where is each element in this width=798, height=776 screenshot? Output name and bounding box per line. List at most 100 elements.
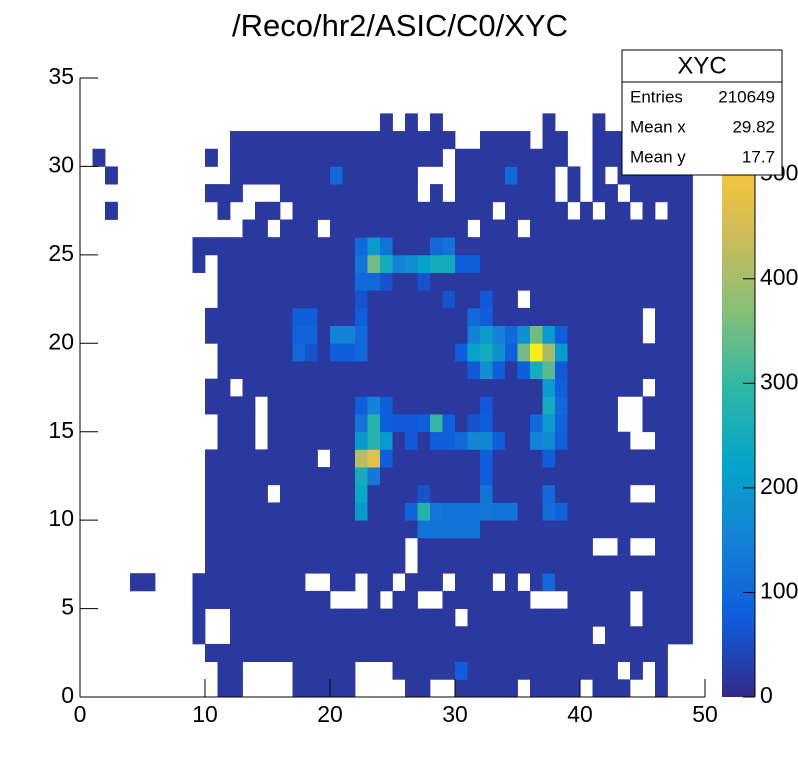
cell <box>568 131 581 149</box>
cell <box>580 643 593 663</box>
cell <box>430 166 443 184</box>
cell <box>80 273 93 291</box>
cell <box>430 626 443 645</box>
cell <box>480 608 493 627</box>
cell <box>405 679 418 698</box>
cell <box>380 414 393 433</box>
cell <box>392 272 406 291</box>
cell <box>80 538 93 556</box>
cell <box>517 414 531 433</box>
cell <box>93 609 106 627</box>
cell <box>342 467 356 486</box>
cell <box>155 96 168 114</box>
cell <box>568 78 581 96</box>
cell <box>367 166 381 185</box>
cell <box>93 290 106 308</box>
cell <box>155 290 168 308</box>
cell <box>193 308 206 326</box>
cell <box>655 396 668 415</box>
cell <box>180 184 193 202</box>
cell <box>567 396 581 415</box>
cell <box>305 184 318 203</box>
cell <box>105 131 118 149</box>
cell <box>80 432 93 450</box>
cell <box>430 148 443 167</box>
cell <box>80 113 93 131</box>
cell <box>505 520 518 539</box>
cell <box>118 538 131 556</box>
cell <box>480 537 493 556</box>
cell <box>542 484 556 503</box>
cell <box>242 166 256 185</box>
cell <box>467 166 481 185</box>
cell <box>542 166 556 185</box>
cell <box>693 396 706 414</box>
cell <box>505 608 518 627</box>
cell <box>605 626 618 645</box>
cell <box>567 520 581 539</box>
cell <box>605 237 618 256</box>
cell <box>605 307 618 326</box>
cell <box>143 644 156 662</box>
cell <box>342 360 356 380</box>
cell <box>617 502 631 521</box>
cell <box>668 644 681 662</box>
cell <box>230 113 243 131</box>
cell <box>555 414 568 433</box>
cell <box>680 237 693 256</box>
cell <box>230 166 243 185</box>
cell <box>668 679 681 697</box>
cell <box>542 325 556 344</box>
cell <box>293 96 306 114</box>
cell <box>392 502 406 521</box>
cell <box>630 325 643 344</box>
cell <box>492 343 506 362</box>
cell <box>205 590 218 609</box>
cell <box>242 378 256 397</box>
cell <box>305 78 318 96</box>
cell <box>93 255 106 273</box>
cell <box>268 184 281 202</box>
cell <box>255 131 268 150</box>
cell <box>292 131 306 150</box>
cell <box>143 219 156 237</box>
cell <box>630 378 643 397</box>
cell <box>217 555 231 574</box>
cell <box>392 307 406 326</box>
cell <box>480 307 493 326</box>
cell <box>380 537 393 556</box>
cell <box>630 449 643 468</box>
cell <box>493 202 506 220</box>
z-tick-label: 300 <box>760 368 798 394</box>
cell <box>492 643 506 663</box>
cell <box>268 113 281 131</box>
cell <box>542 679 556 698</box>
cell <box>667 396 681 415</box>
cell <box>693 290 706 308</box>
cell <box>93 78 106 96</box>
cell <box>180 379 193 397</box>
cell <box>355 626 368 645</box>
cell <box>205 520 218 539</box>
cell <box>230 608 243 627</box>
cell <box>168 414 181 432</box>
cell <box>442 590 456 609</box>
cell <box>505 467 518 486</box>
cell <box>630 360 643 380</box>
cell <box>480 396 493 415</box>
cell <box>105 379 118 397</box>
cell <box>542 626 556 645</box>
cell <box>355 131 368 150</box>
cell <box>580 520 593 539</box>
cell <box>530 414 543 433</box>
cell <box>218 78 231 96</box>
cell <box>480 520 493 539</box>
cell <box>605 555 618 574</box>
cell <box>380 467 393 486</box>
cell <box>480 661 493 680</box>
cell <box>280 626 293 645</box>
cell <box>455 237 468 256</box>
cell <box>605 679 618 698</box>
cell <box>317 148 331 167</box>
cell <box>605 113 618 131</box>
